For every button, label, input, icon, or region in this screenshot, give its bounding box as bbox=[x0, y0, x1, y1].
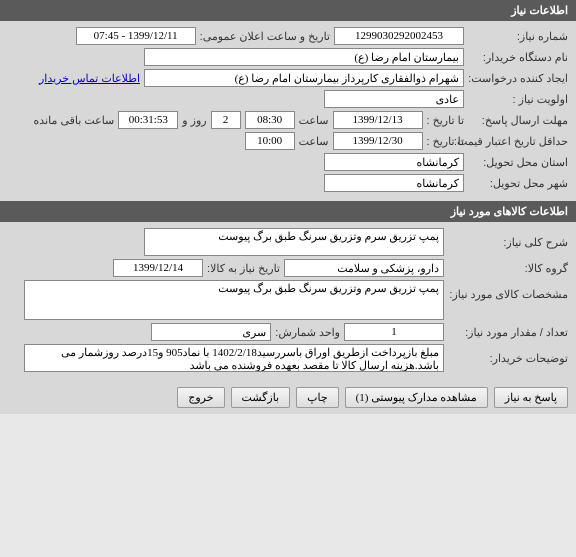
buyer-notes-label: توضیحات خریدار: bbox=[448, 344, 568, 365]
back-button[interactable]: بازگشت bbox=[231, 387, 291, 408]
deadline-date-field[interactable] bbox=[333, 111, 423, 129]
view-attachments-button[interactable]: مشاهده مدارک پیوستی (1) bbox=[345, 387, 488, 408]
need-date-label: تاریخ نیاز به کالا: bbox=[207, 262, 280, 275]
deadline-time-field[interactable] bbox=[245, 111, 295, 129]
priority-label: اولویت نیاز : bbox=[468, 93, 568, 106]
time-label-2: ساعت bbox=[299, 135, 329, 148]
reply-deadline-label: مهلت ارسال پاسخ: bbox=[468, 114, 568, 127]
buyer-device-label: نام دستگاه خریدار: bbox=[468, 51, 568, 64]
section1-body: شماره نیاز: تاریخ و ساعت اعلان عمومی: نا… bbox=[0, 21, 576, 201]
section2-body: شرح کلی نیاز: گروه کالا: تاریخ نیاز به ک… bbox=[0, 222, 576, 381]
goods-spec-field[interactable] bbox=[24, 280, 444, 320]
remaining-label: ساعت باقی مانده bbox=[34, 114, 115, 127]
until-date-label-2: تا تاریخ : bbox=[427, 135, 464, 148]
print-button[interactable]: چاپ bbox=[296, 387, 339, 408]
goods-spec-label: مشخصات کالای مورد نیاز: bbox=[448, 280, 568, 301]
need-number-field[interactable] bbox=[334, 27, 464, 45]
buyer-device-field[interactable] bbox=[144, 48, 464, 66]
contact-buyer-link[interactable]: اطلاعات تماس خریدار bbox=[39, 72, 140, 85]
credit-time-field[interactable] bbox=[245, 132, 295, 150]
creator-label: ایجاد کننده درخواست: bbox=[468, 72, 568, 85]
time-label-1: ساعت bbox=[299, 114, 329, 127]
delivery-city-label: شهر محل تحویل: bbox=[468, 177, 568, 190]
unit-field[interactable] bbox=[151, 323, 271, 341]
announce-label: تاریخ و ساعت اعلان عمومی: bbox=[200, 30, 330, 43]
credit-date-field[interactable] bbox=[333, 132, 423, 150]
until-date-label: تا تاریخ : bbox=[427, 114, 464, 127]
unit-label: واحد شمارش: bbox=[275, 326, 340, 339]
announce-field[interactable] bbox=[76, 27, 196, 45]
qty-label: تعداد / مقدار مورد نیاز: bbox=[448, 326, 568, 339]
countdown-field bbox=[118, 111, 178, 129]
priority-field[interactable] bbox=[324, 90, 464, 108]
exit-button[interactable]: خروج bbox=[177, 387, 224, 408]
days-label: روز و bbox=[182, 114, 206, 127]
section2-header: اطلاعات کالاهای مورد نیاز bbox=[0, 201, 576, 222]
section1-header: اطلاعات نیاز bbox=[0, 0, 576, 21]
delivery-city-field[interactable] bbox=[324, 174, 464, 192]
delivery-province-field[interactable] bbox=[324, 153, 464, 171]
min-credit-label: حداقل تاریخ اعتبار قیمت: bbox=[468, 135, 568, 148]
days-field[interactable] bbox=[211, 111, 241, 129]
need-date-field[interactable] bbox=[113, 259, 203, 277]
buyer-notes-field[interactable] bbox=[24, 344, 444, 372]
need-number-label: شماره نیاز: bbox=[468, 30, 568, 43]
goods-group-label: گروه کالا: bbox=[448, 262, 568, 275]
creator-field[interactable] bbox=[144, 69, 464, 87]
respond-button[interactable]: پاسخ به نیاز bbox=[494, 387, 568, 408]
general-desc-label: شرح کلی نیاز: bbox=[448, 228, 568, 249]
general-desc-field[interactable] bbox=[144, 228, 444, 256]
goods-group-field[interactable] bbox=[284, 259, 444, 277]
delivery-province-label: استان محل تحویل: bbox=[468, 156, 568, 169]
button-row: پاسخ به نیاز مشاهده مدارک پیوستی (1) چاپ… bbox=[0, 381, 576, 414]
qty-field[interactable] bbox=[344, 323, 444, 341]
